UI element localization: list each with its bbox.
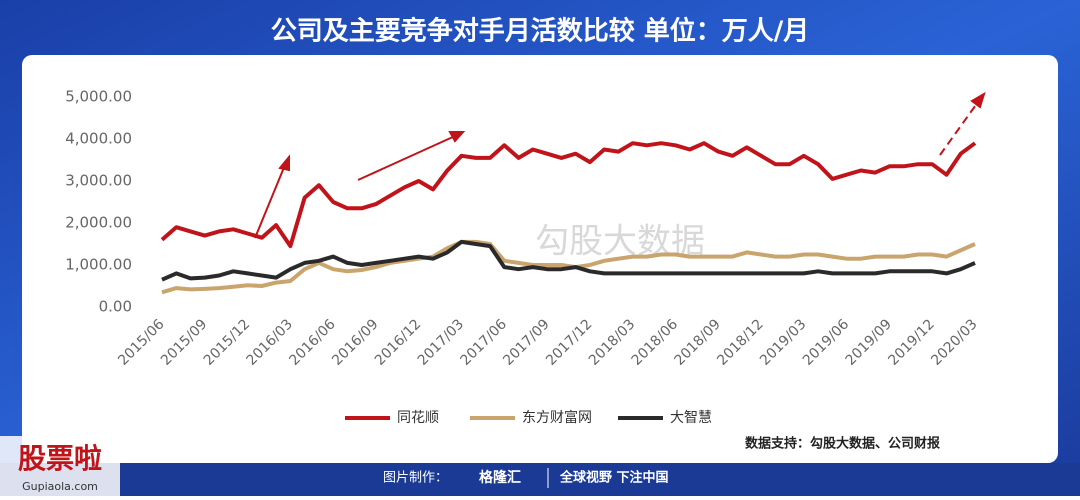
corner-box (0, 436, 120, 496)
line-series (161, 239, 976, 282)
footer-slogan: 全球视野 下注中国 (559, 470, 669, 486)
y-tick-label: 1,000.00 (65, 256, 132, 274)
line-series (160, 141, 977, 249)
y-tick-label: 2,000.00 (65, 214, 132, 232)
chart-title: 公司及主要竞争对手月活数比较 单位：万人/月 (271, 16, 810, 47)
source: 数据支持：勾股大数据、公司财报 (745, 436, 941, 452)
y-tick-label: 5,000.00 (65, 88, 132, 106)
footer-made-by: 图片制作： (383, 471, 448, 486)
y-tick-label: 3,000.00 (65, 172, 132, 190)
y-tick-label: 0.00 (99, 298, 132, 316)
legend-label: 东方财富网 (522, 409, 592, 426)
line-series (161, 239, 976, 295)
y-tick-label: 4,000.00 (65, 130, 132, 148)
corner-url: Gupiaola.com (22, 480, 98, 493)
footer-band (0, 463, 1080, 496)
legend-label: 同花顺 (397, 410, 439, 426)
legend-label: 大智慧 (670, 410, 712, 426)
corner-logo: 股票啦 (18, 442, 102, 475)
trend-arrows (254, 91, 986, 239)
footer-brand: 格隆汇 (479, 469, 521, 486)
